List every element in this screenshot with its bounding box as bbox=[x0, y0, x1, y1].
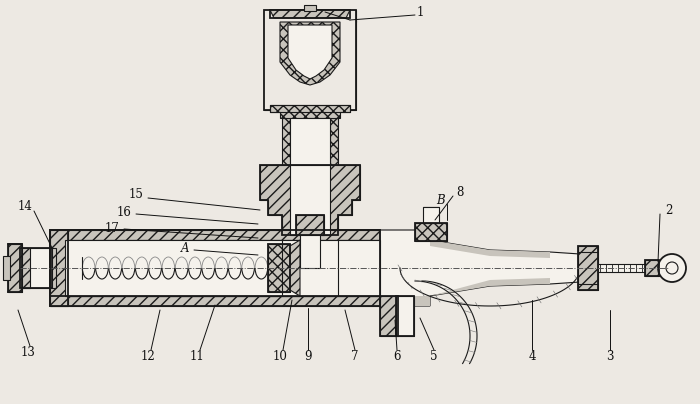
Polygon shape bbox=[260, 165, 360, 235]
Bar bbox=[300, 235, 320, 268]
Polygon shape bbox=[50, 230, 68, 306]
Bar bbox=[65, 240, 380, 296]
Bar bbox=[304, 5, 316, 11]
Text: 8: 8 bbox=[456, 185, 463, 198]
Polygon shape bbox=[280, 22, 340, 85]
Bar bbox=[380, 296, 398, 336]
Bar bbox=[8, 244, 22, 292]
Circle shape bbox=[658, 254, 686, 282]
Bar bbox=[50, 230, 68, 306]
Bar bbox=[3, 256, 10, 280]
Bar bbox=[296, 215, 324, 235]
Bar bbox=[578, 246, 598, 290]
Text: 15: 15 bbox=[129, 189, 144, 202]
Polygon shape bbox=[264, 10, 356, 22]
Text: 7: 7 bbox=[351, 351, 358, 364]
Text: 2: 2 bbox=[665, 204, 673, 217]
Polygon shape bbox=[380, 230, 550, 258]
Text: A: A bbox=[181, 242, 189, 255]
Text: 11: 11 bbox=[190, 351, 204, 364]
Polygon shape bbox=[20, 248, 30, 288]
Polygon shape bbox=[380, 278, 550, 306]
Bar bbox=[655, 261, 673, 275]
Bar bbox=[396, 296, 414, 336]
Polygon shape bbox=[264, 20, 280, 110]
Text: 17: 17 bbox=[104, 221, 120, 234]
Bar bbox=[270, 10, 350, 18]
Text: 12: 12 bbox=[141, 351, 155, 364]
Bar bbox=[268, 244, 290, 292]
Polygon shape bbox=[340, 20, 356, 110]
Bar bbox=[598, 264, 648, 272]
Text: 16: 16 bbox=[117, 206, 132, 219]
Polygon shape bbox=[282, 118, 290, 165]
Text: 4: 4 bbox=[528, 351, 536, 364]
Bar bbox=[20, 248, 52, 288]
Text: B: B bbox=[435, 194, 444, 206]
Bar bbox=[268, 244, 290, 292]
Bar bbox=[290, 118, 330, 165]
Bar bbox=[290, 165, 330, 235]
Bar bbox=[20, 248, 52, 288]
Text: 10: 10 bbox=[272, 351, 288, 364]
Polygon shape bbox=[270, 105, 350, 118]
Bar bbox=[264, 10, 356, 110]
Bar bbox=[396, 296, 414, 336]
Polygon shape bbox=[330, 118, 338, 165]
Bar bbox=[415, 223, 447, 241]
Polygon shape bbox=[288, 25, 332, 79]
Text: 13: 13 bbox=[20, 347, 36, 360]
Text: 14: 14 bbox=[18, 200, 32, 213]
Text: 9: 9 bbox=[304, 351, 312, 364]
Text: 6: 6 bbox=[393, 351, 400, 364]
Bar bbox=[50, 230, 65, 306]
Bar bbox=[645, 260, 659, 276]
Polygon shape bbox=[270, 10, 350, 18]
Bar bbox=[415, 223, 447, 241]
Bar bbox=[65, 230, 380, 240]
Text: 1: 1 bbox=[416, 6, 424, 19]
Bar bbox=[423, 207, 439, 223]
Bar bbox=[578, 246, 598, 290]
Circle shape bbox=[666, 262, 678, 274]
Polygon shape bbox=[290, 240, 300, 296]
Bar bbox=[645, 260, 659, 276]
Polygon shape bbox=[380, 230, 580, 306]
Bar bbox=[8, 244, 22, 292]
Bar bbox=[380, 296, 398, 336]
Bar bbox=[65, 296, 380, 306]
Bar bbox=[270, 105, 350, 112]
Text: 5: 5 bbox=[430, 351, 438, 364]
Text: 3: 3 bbox=[606, 351, 614, 364]
Bar bbox=[296, 215, 324, 235]
